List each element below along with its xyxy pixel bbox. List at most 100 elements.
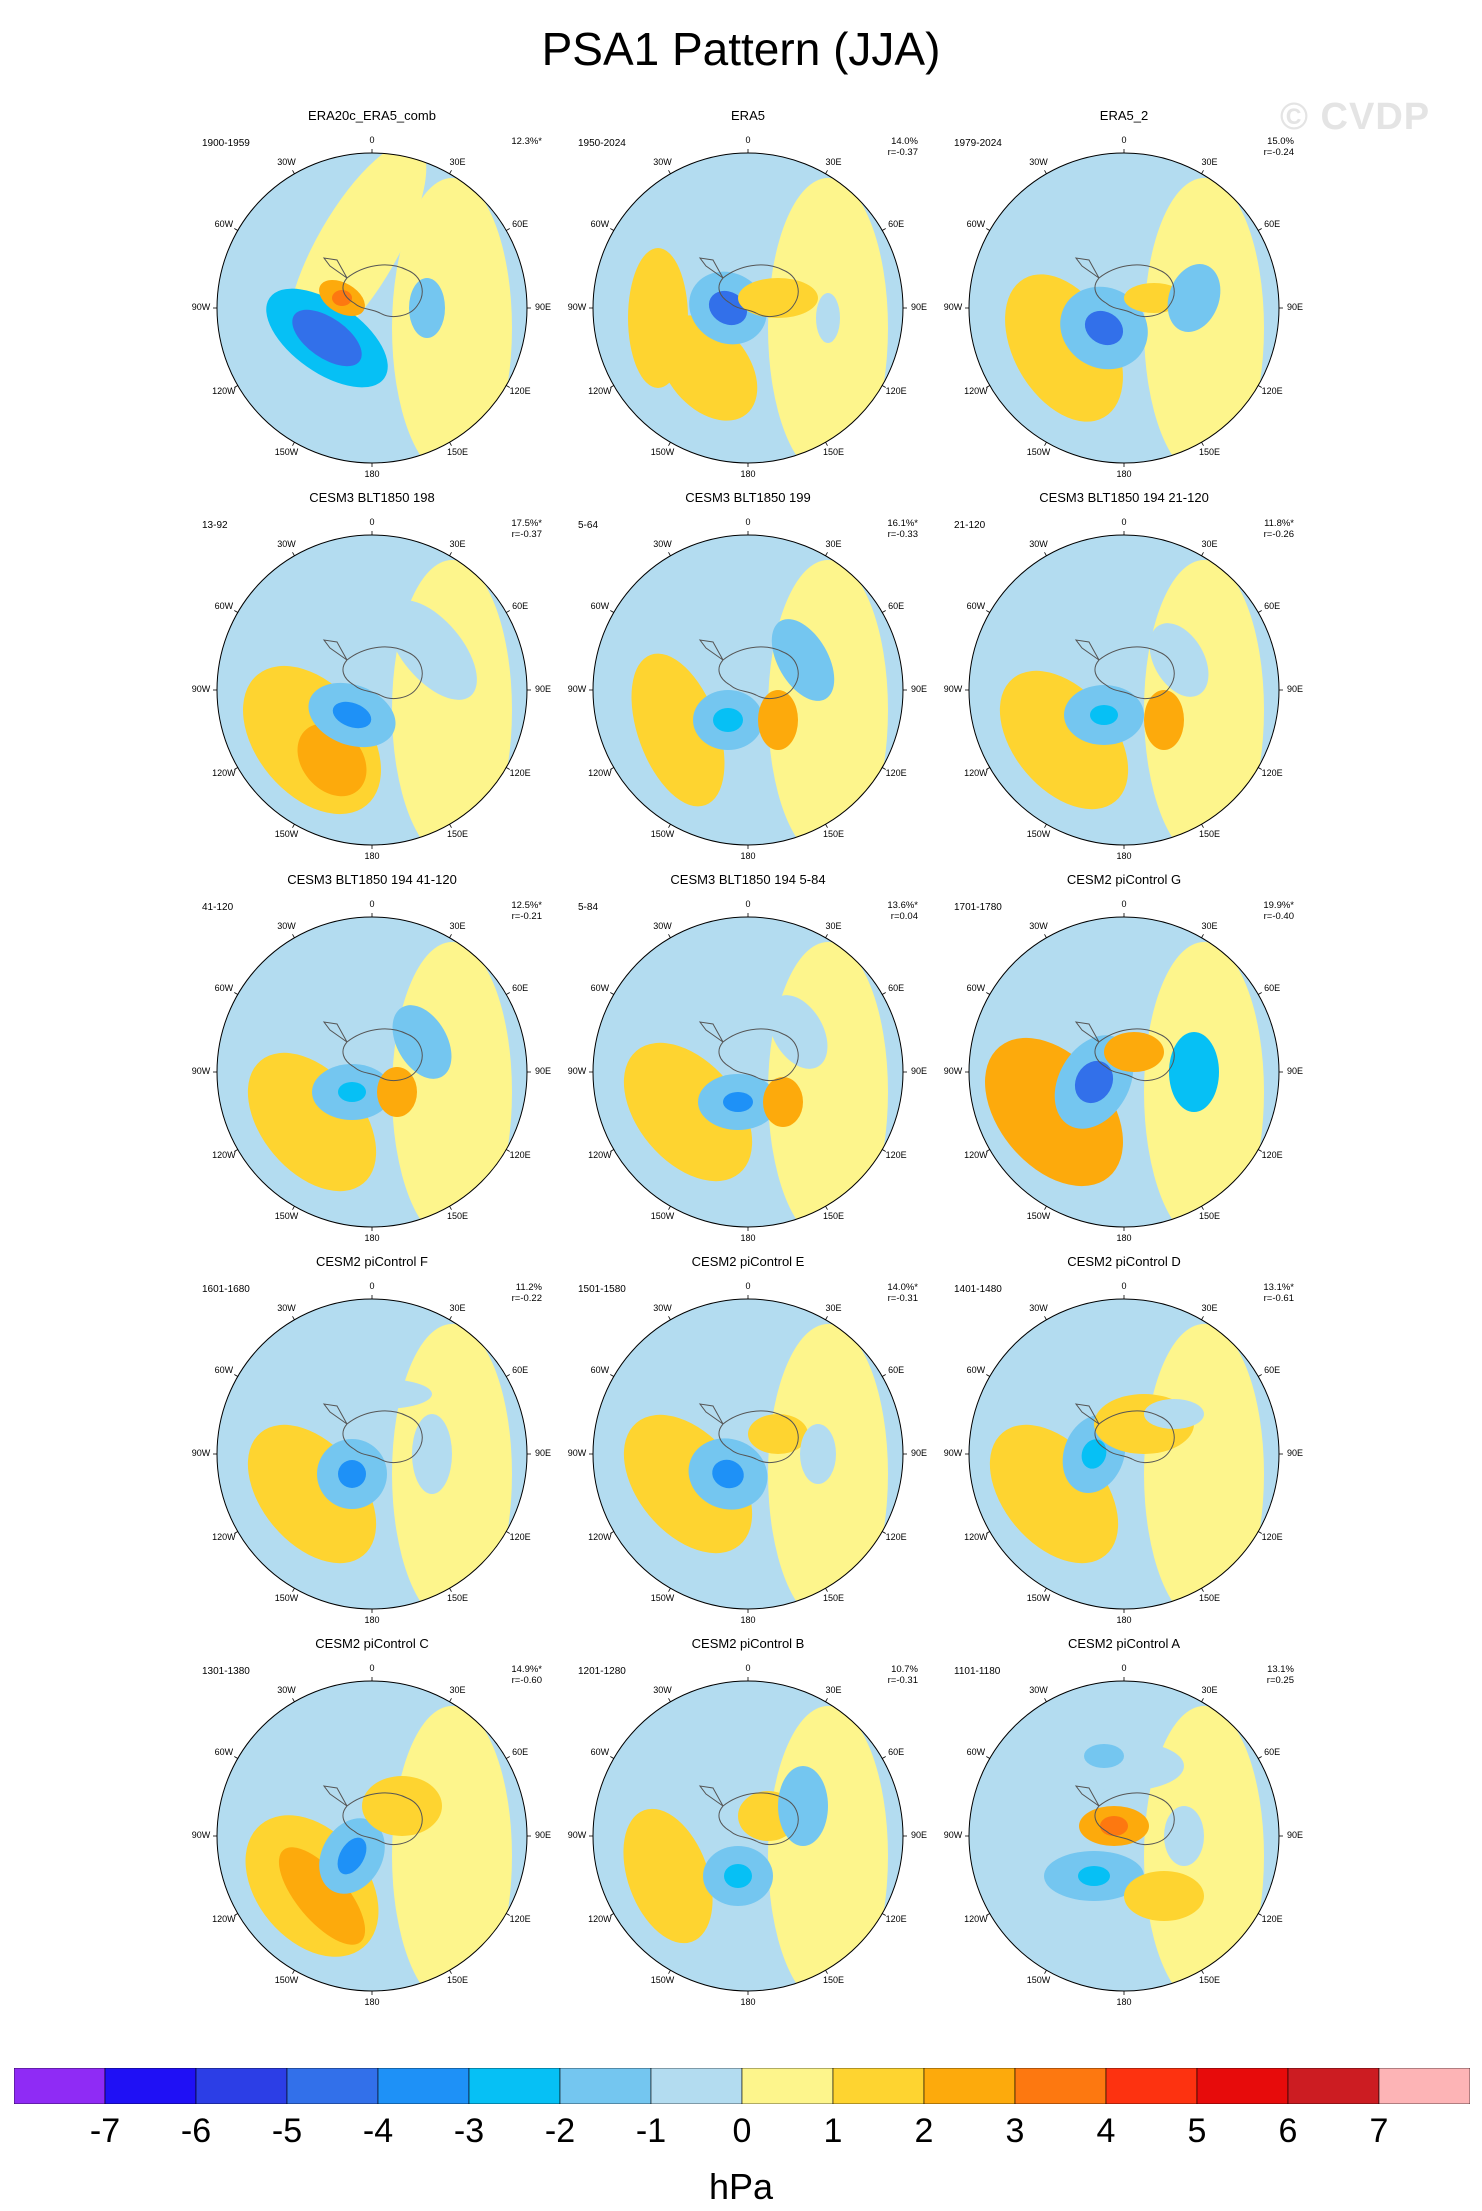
lon-label: 0: [369, 1281, 375, 1291]
lon-tick: [1258, 1756, 1262, 1759]
lon-label: 60W: [214, 1364, 234, 1375]
lon-label: 60E: [888, 1364, 905, 1375]
lon-label: 150W: [1026, 446, 1051, 457]
panel-title: CESM2 piControl E: [691, 1254, 805, 1269]
lon-label: 90E: [910, 1448, 927, 1458]
lon-tick: [825, 1316, 828, 1320]
lon-label: 60W: [966, 1364, 986, 1375]
lon-label: 30E: [825, 1685, 842, 1696]
panel-correlation: r=0.04: [890, 911, 918, 922]
lon-tick: [986, 992, 990, 995]
lon-tick: [234, 1374, 238, 1377]
lon-label: 30W: [1029, 1303, 1048, 1314]
lon-label: 60E: [1264, 218, 1281, 229]
lon-tick: [986, 1374, 990, 1377]
lon-label: 150W: [274, 1210, 299, 1221]
colorbar-label: 0: [732, 2112, 752, 2150]
lon-label: 0: [745, 1663, 751, 1673]
lon-tick: [292, 934, 295, 938]
lon-label: 150E: [822, 1592, 845, 1603]
contour-fill: [771, 619, 835, 701]
lon-tick: [449, 1206, 452, 1210]
lon-label: 90W: [191, 302, 211, 312]
contour-fill: [763, 1077, 803, 1127]
contour-fill: [816, 293, 840, 343]
map-panel: CESM2 piControl B 1201-1280 10.7% r=-0.31 0 3…: [558, 1636, 938, 2016]
panel-variance: 14.0%: [891, 136, 918, 147]
lon-label: 120W: [964, 385, 988, 396]
panel-title: CESM3 BLT1850 194 5-84: [670, 872, 826, 887]
lon-label: 90W: [943, 1830, 963, 1840]
lon-tick: [449, 934, 452, 938]
antarctica-coastline: [322, 639, 423, 699]
colorbar-segment: [832, 2068, 925, 2104]
panel-correlation: r=-0.33: [887, 529, 918, 540]
lon-tick: [610, 992, 614, 995]
lon-label: 120W: [212, 1913, 236, 1924]
lon-label: 120W: [588, 1531, 612, 1542]
panel-period: 13-92: [202, 520, 228, 531]
lon-tick: [1044, 170, 1047, 174]
lon-label: 150E: [822, 446, 845, 457]
contour-fill: [1144, 178, 1264, 463]
lon-label: 180: [740, 1997, 756, 2007]
antarctica-coastline: [698, 1785, 799, 1845]
lon-label: 90E: [1286, 684, 1303, 694]
lon-label: 30E: [1201, 1685, 1218, 1696]
lon-tick: [825, 552, 828, 556]
lon-label: 180: [364, 1233, 380, 1243]
panel-title: CESM2 piControl D: [1067, 1254, 1181, 1269]
lon-tick: [668, 1698, 671, 1702]
lon-label: 60E: [1264, 1364, 1281, 1375]
lon-label: 0: [369, 1663, 375, 1673]
lon-label: 60E: [1264, 1746, 1281, 1757]
lon-tick: [292, 1698, 295, 1702]
lon-label: 120E: [509, 767, 531, 778]
lon-label: 90W: [191, 1830, 211, 1840]
lon-label: 30W: [277, 1685, 296, 1696]
contour-fill: [332, 701, 372, 729]
lon-label: 60W: [590, 218, 610, 229]
lon-label: 30E: [449, 921, 466, 932]
lon-label: 0: [745, 899, 751, 909]
contour-fill: [1144, 1324, 1264, 1609]
contour-fill: [1167, 264, 1221, 332]
contour-fill: [712, 1459, 744, 1489]
lon-tick: [882, 1149, 886, 1152]
colorbar-label: -1: [635, 2112, 667, 2150]
lon-label: 90W: [191, 1448, 211, 1458]
lon-label: 60E: [888, 982, 905, 993]
contour-fill: [800, 1424, 836, 1484]
lon-tick: [668, 1206, 671, 1210]
contour-fill: [392, 1324, 512, 1609]
lon-tick: [1044, 824, 1047, 828]
lon-label: 120W: [588, 1149, 612, 1160]
lon-tick: [610, 767, 614, 770]
panel-correlation: r=-0.37: [887, 147, 918, 158]
lon-label: 90W: [943, 302, 963, 312]
lon-label: 90E: [1286, 1066, 1303, 1076]
polar-map: [965, 531, 1283, 849]
lon-tick: [882, 1531, 886, 1534]
panel-variance: 12.3%*: [511, 136, 542, 147]
lon-label: 180: [364, 1615, 380, 1625]
contour-fill: [1090, 705, 1118, 725]
map-panel: CESM3 BLT1850 198 13-92 17.5%* r=-0.37 0 30E 6…: [182, 490, 562, 870]
lon-label: 150E: [822, 1210, 845, 1221]
lon-tick: [506, 1756, 510, 1759]
lon-label: 60W: [590, 1364, 610, 1375]
lon-label: 120W: [212, 1531, 236, 1542]
colorbar-label: -2: [544, 2112, 576, 2150]
colorbar-label: -6: [180, 2112, 212, 2150]
panel-stats: 14.0%* r=-0.31: [887, 1282, 918, 1304]
panel-period: 1401-1480: [954, 1284, 1002, 1295]
panel-variance: 14.9%*: [511, 1664, 542, 1675]
lon-label: 60E: [1264, 982, 1281, 993]
lon-label: 150W: [274, 1592, 299, 1603]
lon-tick: [1258, 992, 1262, 995]
panel-variance: 15.0%: [1267, 136, 1294, 147]
lon-label: 30W: [1029, 1685, 1048, 1696]
lon-label: 120W: [212, 767, 236, 778]
lon-label: 30W: [653, 1685, 672, 1696]
contour-fill: [387, 600, 477, 700]
